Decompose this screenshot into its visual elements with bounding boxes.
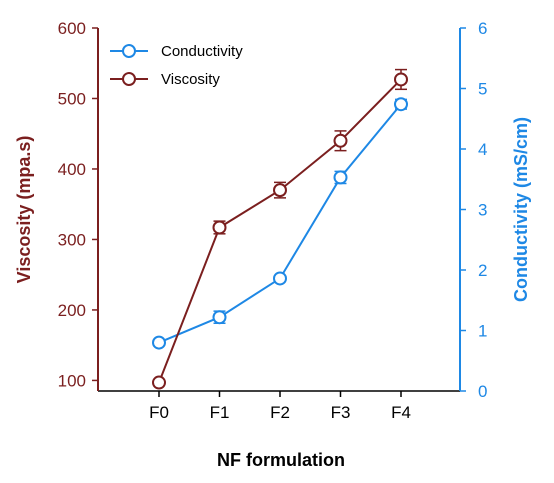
- y-right-tick-label: 4: [478, 140, 487, 159]
- series-conductivity: [152, 97, 408, 350]
- data-point: [333, 133, 348, 148]
- legend-marker: [122, 72, 136, 86]
- data-point: [273, 271, 287, 286]
- legend-item-conductivity: Conductivity: [110, 43, 243, 60]
- y-right-tick-label: 5: [478, 80, 487, 99]
- y-left-tick-label: 400: [58, 160, 86, 179]
- series-line: [158, 103, 402, 344]
- y-axis-right-label: Conductivity (mS/cm): [511, 117, 531, 302]
- y-right-tick-label: 0: [478, 382, 487, 401]
- x-tick-label: F0: [149, 403, 169, 422]
- y-left-tick-label: 200: [58, 301, 86, 320]
- legend-marker: [122, 44, 136, 58]
- x-tick-label: F4: [391, 403, 411, 422]
- left-axis: 100 200 300 400 500 600: [58, 19, 99, 391]
- x-tick-label: F3: [331, 403, 351, 422]
- data-point: [212, 310, 227, 325]
- y-left-tick-label: 600: [58, 19, 86, 38]
- data-point: [212, 220, 227, 235]
- data-point: [394, 97, 408, 112]
- legend: Conductivity Viscosity: [110, 43, 243, 88]
- x-tick-label: F2: [270, 403, 290, 422]
- series-line: [158, 78, 402, 383]
- y-left-tick-label: 500: [58, 89, 86, 108]
- series-viscosity: [152, 68, 408, 390]
- y-right-tick-label: 2: [478, 261, 487, 280]
- data-point: [333, 170, 348, 185]
- series-layer: [152, 68, 408, 390]
- data-point: [273, 183, 287, 198]
- y-axis-left-label: Viscosity (mpa.s): [14, 136, 34, 284]
- data-point: [152, 375, 166, 390]
- legend-label: Viscosity: [161, 71, 220, 88]
- legend-item-viscosity: Viscosity: [110, 71, 220, 88]
- y-right-tick-label: 3: [478, 201, 487, 220]
- right-axis: 0 1 2 3 4 5 6: [459, 19, 487, 401]
- y-right-tick-label: 6: [478, 19, 487, 38]
- x-tick-label: F1: [210, 403, 230, 422]
- x-axis-label: NF formulation: [217, 450, 345, 470]
- y-right-tick-label: 1: [478, 322, 487, 341]
- y-left-tick-label: 300: [58, 230, 86, 249]
- data-point: [152, 335, 166, 350]
- legend-label: Conductivity: [161, 43, 243, 60]
- y-left-tick-label: 100: [58, 371, 86, 390]
- data-point: [394, 72, 408, 87]
- x-axis: F0 F1 F2 F3 F4: [149, 391, 411, 422]
